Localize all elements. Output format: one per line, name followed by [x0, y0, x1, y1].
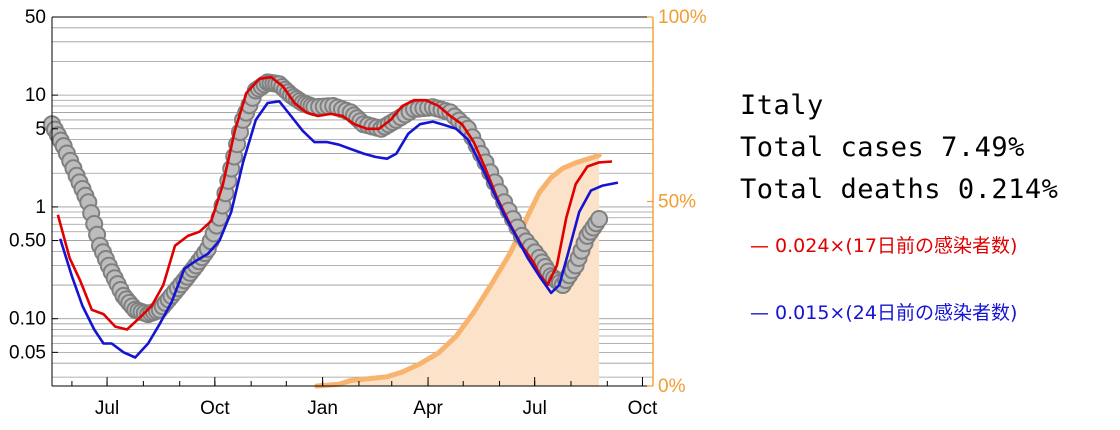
y-tick-label: 50: [25, 7, 46, 28]
y-tick-label: 5: [35, 119, 46, 140]
legend-label: — 0.024×(17日前の感染者数): [750, 234, 1018, 257]
y-tick-label: 1: [35, 197, 46, 218]
legend-label: — 0.015×(24日前の感染者数): [750, 301, 1018, 324]
y-tick-label: 0.10: [9, 309, 46, 330]
y-tick-label: 10: [25, 85, 46, 106]
y-tick-label: 0.05: [9, 342, 46, 363]
y2-tick-label: 100%: [658, 7, 707, 28]
x-tick-label: Jan: [307, 398, 338, 419]
x-tick-label: Jul: [523, 398, 547, 419]
x-tick-label: Jul: [95, 398, 119, 419]
y2-tick-label: 0%: [658, 376, 686, 397]
model-lines: [56, 75, 619, 359]
red-model-line: [56, 75, 613, 331]
x-tick-label: Oct: [628, 398, 658, 419]
observed-point: [590, 210, 609, 228]
legend-item: — 0.015×(24日前の感染者数): [750, 296, 1017, 326]
y2-tick-label: 50%: [658, 192, 696, 213]
y-tick-label: 0.50: [9, 231, 46, 252]
total-deaths: Total deaths 0.214%: [740, 174, 1059, 205]
x-tick-label: Oct: [200, 398, 230, 419]
legend-item: — 0.024×(17日前の感染者数): [750, 229, 1017, 259]
cumulative-area: [314, 152, 602, 389]
country-name: Italy: [740, 90, 824, 121]
x-tick-label: Apr: [413, 398, 443, 419]
total-cases: Total cases 7.49%: [740, 132, 1025, 163]
blue-model-line: [58, 100, 619, 359]
tick-labels: 50 10 5 1 0.50 0.10 0.05 100% 50% 0% Jul Oct Jan Apr J…: [9, 7, 707, 419]
axes: [51, 16, 654, 387]
cumulative-line: [314, 152, 602, 389]
cumulative-fill: [316, 155, 600, 386]
